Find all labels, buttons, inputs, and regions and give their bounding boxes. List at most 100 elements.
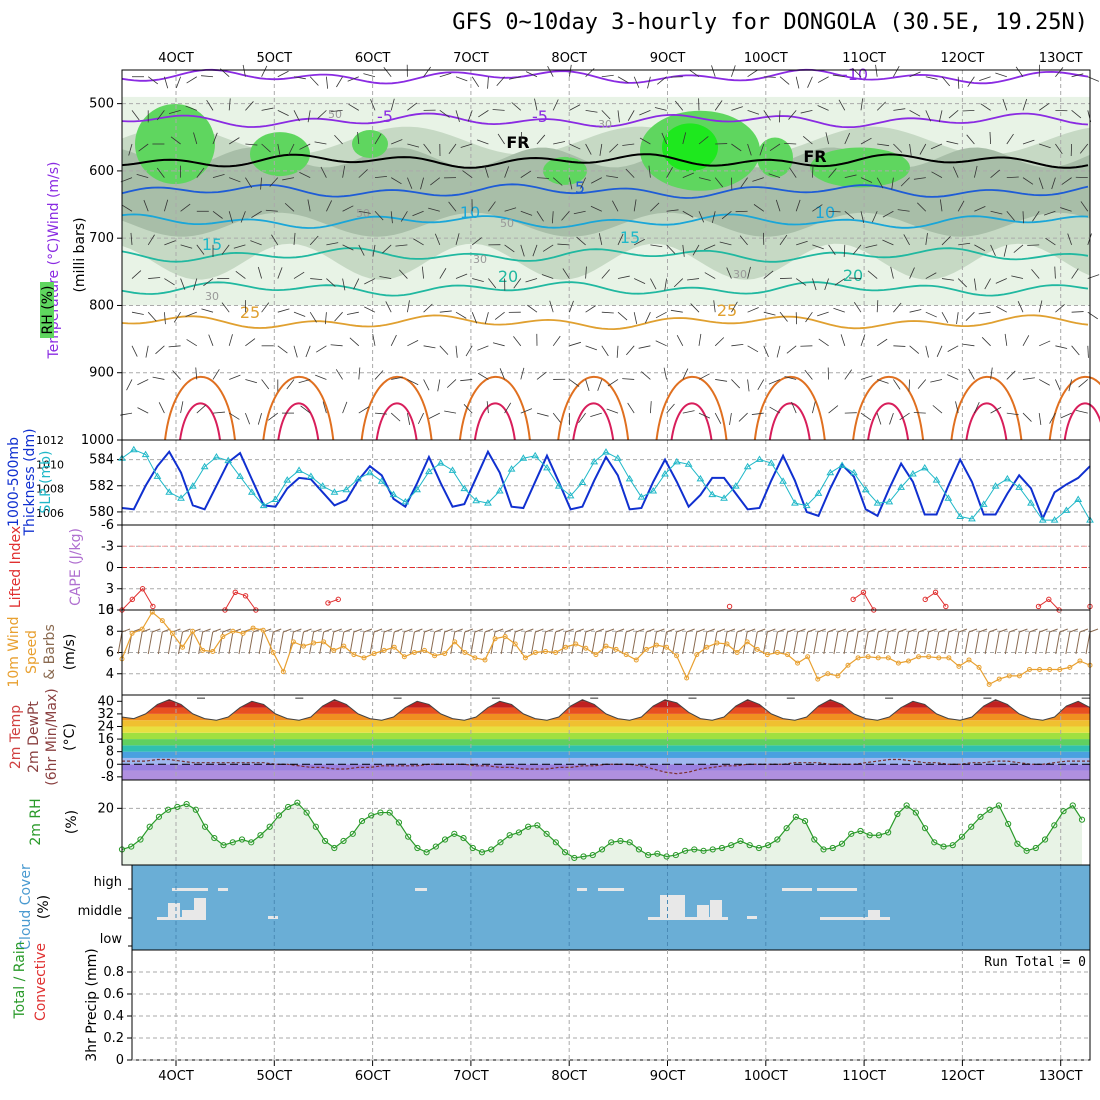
wind-barb: [569, 300, 574, 313]
temp-band: [122, 764, 1090, 771]
wind-barb: [1055, 67, 1064, 77]
wind-barb: [342, 244, 354, 251]
wind-barb: [1038, 103, 1050, 111]
wind-barb-flag: [273, 628, 282, 633]
wind-barb: [342, 165, 346, 178]
wind-barb: [779, 311, 788, 322]
wind-barb: [180, 278, 186, 290]
wind-barb: [444, 410, 457, 414]
wind-barb: [622, 143, 635, 146]
wind-barb: [488, 201, 496, 212]
wind-barb: [941, 278, 954, 281]
cape-label: CAPE (J/kg): [68, 528, 84, 606]
wind-barb-flag: [394, 628, 403, 633]
wind-barb: [382, 244, 392, 254]
wind-barb-10m: [1045, 631, 1051, 655]
wind-barb: [477, 372, 489, 380]
wind-barb: [1043, 210, 1056, 216]
wind-barb: [789, 167, 797, 178]
rh2m-unit-line: (%): [64, 810, 80, 834]
wind-barb: [650, 401, 652, 414]
wind-barb: [682, 172, 695, 179]
wind-barb: [300, 405, 311, 414]
wind-barb: [1087, 345, 1089, 358]
x-tick-label-bottom: 6OCT: [355, 1069, 391, 1084]
wind-barb: [390, 334, 397, 346]
wind-barb: [844, 132, 851, 145]
slp-point: [236, 472, 244, 479]
wind-barb: [534, 98, 538, 111]
wind-barb: [860, 211, 865, 224]
wind-barb: [776, 345, 781, 358]
slp-point: [283, 476, 292, 483]
wind-barb: [840, 334, 846, 346]
wind-barb: [897, 209, 910, 212]
wind-barb: [372, 333, 376, 346]
wind-barb: [747, 69, 758, 78]
lifted-index-tick-label: 3: [106, 582, 114, 597]
wind-barb-flag: [948, 628, 958, 633]
rh2m-point: [1051, 822, 1058, 829]
wind-barb: [990, 169, 1001, 178]
wind-barb-flag: [121, 628, 131, 633]
wind-barb: [353, 278, 360, 290]
isotherm: [121, 314, 1089, 331]
rh2m-point: [405, 833, 412, 840]
wind-barb: [1038, 300, 1043, 313]
rh2m-point: [737, 837, 744, 845]
rh2m-point: [543, 830, 550, 837]
temp-band: [122, 720, 1090, 727]
wind-barb: [164, 312, 166, 325]
wind-barb: [616, 345, 619, 358]
wind-label-b-line: Speed: [24, 630, 40, 674]
wind-barb: [573, 210, 586, 215]
wind-barb: [314, 141, 327, 145]
wind-barb: [277, 110, 289, 116]
wind-barb: [390, 177, 402, 185]
wind-barb: [277, 308, 290, 313]
wind-barb-10m: [974, 631, 980, 655]
wind-barb: [131, 110, 140, 121]
wind-barb: [462, 170, 473, 178]
wind-barb: [569, 143, 581, 150]
wind-barb: [875, 64, 878, 77]
cloud-bg: [132, 865, 1090, 950]
wind-barb: [1022, 139, 1035, 145]
wind-barb: [1067, 233, 1072, 246]
x-tick-label-top: 11OCT: [842, 51, 886, 66]
wind-barb-10m: [339, 631, 345, 655]
rh2m-point: [312, 823, 319, 830]
cloud-block: [697, 905, 709, 920]
wind-barb: [913, 412, 926, 414]
wind-barb: [407, 177, 413, 189]
x-tick-label-top: 4OCT: [158, 51, 194, 66]
wind-barb: [342, 205, 354, 212]
wind-barb-10m: [329, 631, 335, 655]
slp-point: [247, 488, 256, 495]
wind-barb: [893, 302, 902, 313]
wind-barb: [520, 244, 525, 257]
wind-barb: [844, 174, 857, 179]
wind-barb: [245, 379, 258, 384]
lifted-point: [1046, 596, 1052, 603]
wind-barb: [569, 64, 572, 77]
wind-barb-10m: [1035, 631, 1041, 655]
wind-barb: [195, 367, 198, 380]
rh2m-point: [765, 842, 772, 849]
cloud-unit-line: (%): [36, 895, 52, 919]
wind-barb: [245, 101, 254, 111]
wind-barb-10m: [994, 631, 1000, 655]
wind-barb: [1031, 269, 1040, 279]
slp-point: [956, 512, 965, 519]
wind-barb-10m: [904, 631, 909, 655]
wind-barb: [703, 244, 716, 250]
wind-barb: [917, 202, 927, 212]
slp-point: [814, 489, 823, 496]
wind-barb: [395, 244, 408, 247]
wind-barb: [439, 268, 447, 279]
wind-barb: [763, 110, 771, 121]
wind-barb: [520, 170, 532, 178]
wind-barb-flag: [222, 628, 232, 633]
wind-barb: [747, 307, 759, 313]
precip-tick-label: 0: [116, 1053, 124, 1068]
